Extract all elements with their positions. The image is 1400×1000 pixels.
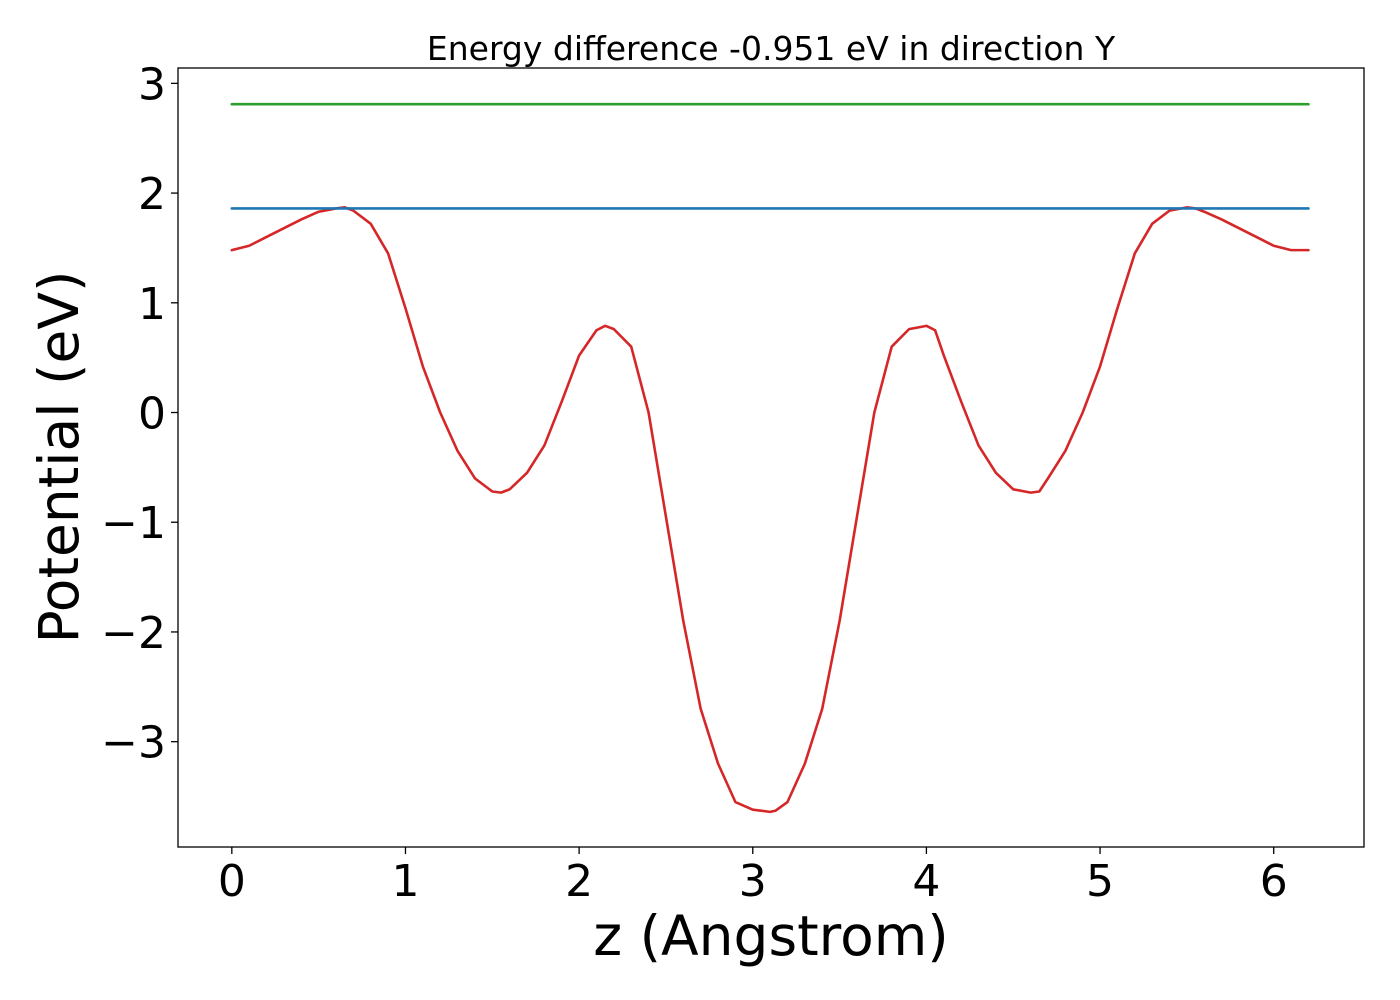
x-tick-label: 1 [391, 856, 419, 907]
potential-curve [230, 206, 1310, 814]
plot-area [230, 102, 1310, 814]
y-tick-label: −2 [101, 608, 166, 659]
x-tick-label: 2 [565, 856, 593, 907]
y-tick-label: −1 [101, 498, 166, 549]
y-tick-label: −3 [101, 718, 166, 769]
x-axis-ticks: 0 1 2 3 4 5 6 [218, 847, 1288, 907]
x-axis-label: z (Angstrom) [593, 904, 949, 968]
x-tick-label: 0 [218, 856, 246, 907]
x-tick-label: 4 [912, 856, 940, 907]
y-tick-label: 1 [138, 279, 166, 330]
y-axis-label: Potential (eV) [27, 271, 91, 644]
y-tick-label: 3 [138, 59, 166, 110]
y-tick-label: 2 [138, 169, 166, 220]
axes-frame [177, 67, 1365, 848]
x-tick-label: 6 [1260, 856, 1288, 907]
y-tick-label: 0 [138, 389, 166, 440]
x-tick-label: 5 [1086, 856, 1114, 907]
chart-title: Energy difference -0.951 eV in direction… [427, 29, 1116, 68]
x-tick-label: 3 [739, 856, 767, 907]
y-axis-ticks: −3 −2 −1 0 1 2 3 [101, 59, 178, 769]
